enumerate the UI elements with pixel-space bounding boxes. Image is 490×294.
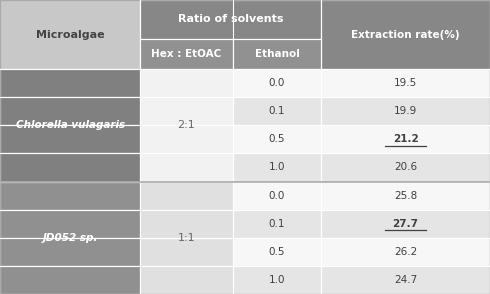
Text: 0.0: 0.0	[269, 191, 285, 201]
Bar	[140, 238, 233, 266]
Text: 27.7: 27.7	[392, 219, 418, 229]
Bar	[140, 266, 233, 294]
Bar	[140, 182, 233, 210]
Bar	[0, 266, 140, 294]
Text: 0.5: 0.5	[269, 134, 285, 144]
Text: 1.0: 1.0	[269, 163, 285, 173]
Bar	[233, 39, 321, 69]
Bar	[0, 69, 140, 97]
Bar	[0, 238, 140, 266]
Bar	[0, 210, 140, 238]
Bar	[140, 153, 233, 182]
Text: 24.7: 24.7	[394, 275, 417, 285]
Text: 2:1: 2:1	[177, 120, 196, 130]
Text: 19.9: 19.9	[394, 106, 417, 116]
Text: Extraction rate(%): Extraction rate(%)	[351, 29, 460, 40]
Bar	[140, 39, 233, 69]
Text: 25.8: 25.8	[394, 191, 417, 201]
Text: JD052 sp.: JD052 sp.	[43, 233, 98, 243]
Bar	[321, 0, 490, 69]
Text: 0.5: 0.5	[269, 247, 285, 257]
Bar	[321, 266, 490, 294]
Text: 26.2: 26.2	[394, 247, 417, 257]
Text: 20.6: 20.6	[394, 163, 417, 173]
Bar	[0, 0, 140, 69]
Bar	[0, 182, 140, 210]
Bar	[233, 266, 321, 294]
Text: Chlorella vulagaris: Chlorella vulagaris	[16, 120, 125, 130]
Bar	[321, 182, 490, 210]
Bar	[140, 0, 321, 39]
Text: Microalgae: Microalgae	[36, 29, 104, 40]
Text: 19.5: 19.5	[394, 78, 417, 88]
Bar	[0, 97, 140, 125]
Bar	[233, 69, 321, 97]
Bar	[140, 210, 233, 238]
Bar	[233, 125, 321, 153]
Text: 21.2: 21.2	[392, 134, 418, 144]
Text: Ratio of solvents: Ratio of solvents	[178, 14, 283, 24]
Bar	[233, 210, 321, 238]
Bar	[0, 153, 140, 182]
Bar	[321, 153, 490, 182]
Text: 0.1: 0.1	[269, 219, 285, 229]
Text: 0.0: 0.0	[269, 78, 285, 88]
Bar	[321, 69, 490, 97]
Text: 1:1: 1:1	[178, 233, 196, 243]
Text: Hex : EtOAC: Hex : EtOAC	[151, 49, 221, 59]
Bar	[233, 97, 321, 125]
Bar	[140, 69, 233, 97]
Bar	[0, 125, 140, 153]
Text: 0.1: 0.1	[269, 106, 285, 116]
Bar	[321, 125, 490, 153]
Bar	[321, 210, 490, 238]
Bar	[321, 97, 490, 125]
Text: 1.0: 1.0	[269, 275, 285, 285]
Text: Ethanol: Ethanol	[255, 49, 299, 59]
Bar	[233, 153, 321, 182]
Bar	[140, 125, 233, 153]
Bar	[233, 182, 321, 210]
Bar	[233, 238, 321, 266]
Bar	[321, 238, 490, 266]
Bar	[140, 97, 233, 125]
